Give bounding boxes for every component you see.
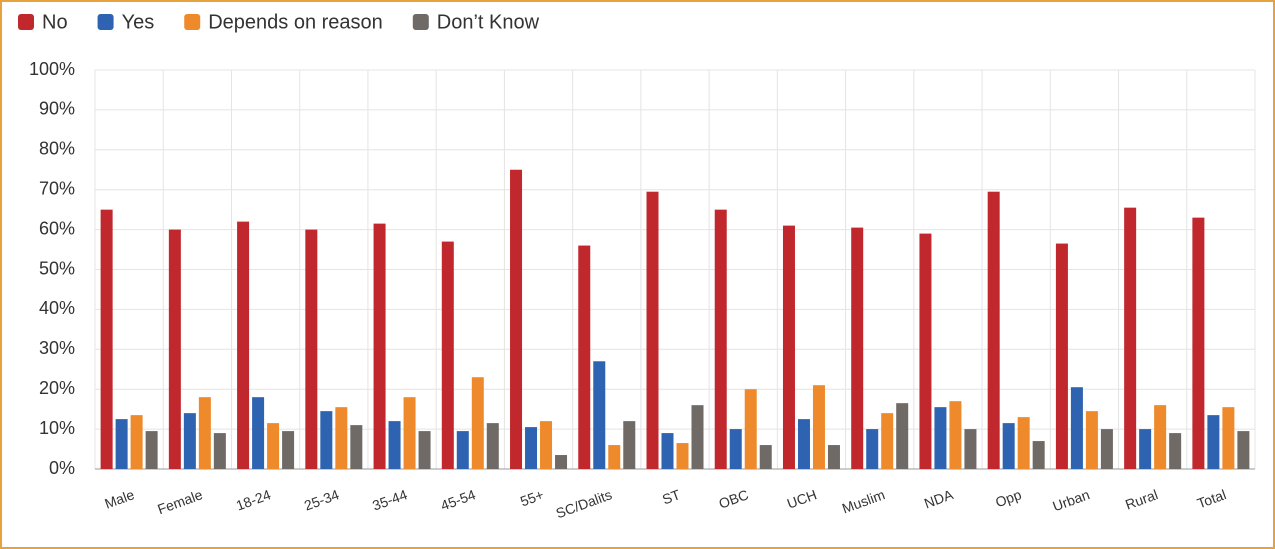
- bar: [851, 227, 864, 469]
- y-tick-label: 80%: [39, 139, 75, 159]
- bar: [1124, 207, 1137, 469]
- bar: [213, 433, 226, 469]
- bar: [441, 241, 454, 469]
- bar: [949, 401, 962, 469]
- bar: [320, 411, 333, 469]
- bar: [486, 423, 499, 469]
- y-tick-label: 90%: [39, 99, 75, 119]
- bar: [797, 419, 810, 469]
- bar: [676, 443, 689, 469]
- y-tick-label: 30%: [39, 338, 75, 358]
- y-tick-label: 0%: [49, 458, 75, 478]
- legend-label: No: [42, 11, 68, 33]
- bar: [1169, 433, 1182, 469]
- bar: [100, 209, 113, 469]
- legend-label: Depends on reason: [208, 11, 383, 33]
- bar: [115, 419, 128, 469]
- bar: [729, 429, 742, 469]
- bar: [471, 377, 484, 469]
- bar: [388, 421, 401, 469]
- legend-label: Yes: [122, 11, 155, 33]
- bar: [1207, 415, 1220, 469]
- bar: [198, 397, 211, 469]
- bar: [1154, 405, 1167, 469]
- bar: [335, 407, 348, 469]
- y-tick-label: 70%: [39, 178, 75, 198]
- bar: [456, 431, 469, 469]
- bar: [237, 221, 250, 469]
- bar: [1070, 387, 1083, 469]
- bar: [714, 209, 727, 469]
- bar: [646, 191, 659, 469]
- bar: [1139, 429, 1152, 469]
- y-tick-label: 100%: [29, 59, 75, 79]
- bar: [661, 433, 674, 469]
- bar: [1237, 431, 1250, 469]
- bar: [919, 233, 932, 469]
- x-tick-label: 55+: [518, 486, 546, 509]
- bar: [1100, 429, 1113, 469]
- bar: [623, 421, 636, 469]
- legend-swatch: [412, 14, 429, 30]
- bar: [1032, 441, 1045, 469]
- y-tick-label: 40%: [39, 298, 75, 318]
- y-tick-label: 10%: [39, 418, 75, 438]
- bar: [608, 445, 621, 469]
- y-tick-label: 60%: [39, 218, 75, 238]
- bar: [145, 431, 158, 469]
- bar: [350, 425, 363, 469]
- bar: [1222, 407, 1235, 469]
- bar: [540, 421, 553, 469]
- bar: [1085, 411, 1098, 469]
- bar: [934, 407, 947, 469]
- bar: [418, 431, 431, 469]
- bar: [305, 229, 318, 469]
- bar: [866, 429, 879, 469]
- bar: [759, 445, 772, 469]
- legend-label: Don’t Know: [437, 11, 540, 33]
- bar: [168, 229, 181, 469]
- bar: [252, 397, 265, 469]
- bar: [1055, 243, 1068, 469]
- bar: [510, 169, 523, 469]
- bar: [1002, 423, 1015, 469]
- bar: [827, 445, 840, 469]
- bar: [1192, 217, 1205, 469]
- bar: [964, 429, 977, 469]
- bar: [555, 455, 568, 469]
- bar: [267, 423, 280, 469]
- y-tick-label: 20%: [39, 378, 75, 398]
- bar: [782, 225, 795, 469]
- legend-swatch: [184, 14, 201, 30]
- bar: [987, 191, 1000, 469]
- bar: [183, 413, 196, 469]
- bar: [525, 427, 538, 469]
- bar: [403, 397, 416, 469]
- bar: [373, 223, 386, 469]
- bar: [578, 245, 591, 469]
- bar: [812, 385, 825, 469]
- legend-swatch: [18, 14, 34, 30]
- bar: [896, 403, 909, 469]
- y-tick-label: 50%: [39, 258, 75, 278]
- bar: [1017, 417, 1030, 469]
- bar: [881, 413, 894, 469]
- bar: [282, 431, 295, 469]
- bar: [593, 361, 606, 469]
- bar: [130, 415, 143, 469]
- legend-swatch: [97, 14, 114, 30]
- bar: [744, 389, 757, 469]
- x-tick-label: ST: [660, 486, 683, 507]
- bar: [691, 405, 704, 469]
